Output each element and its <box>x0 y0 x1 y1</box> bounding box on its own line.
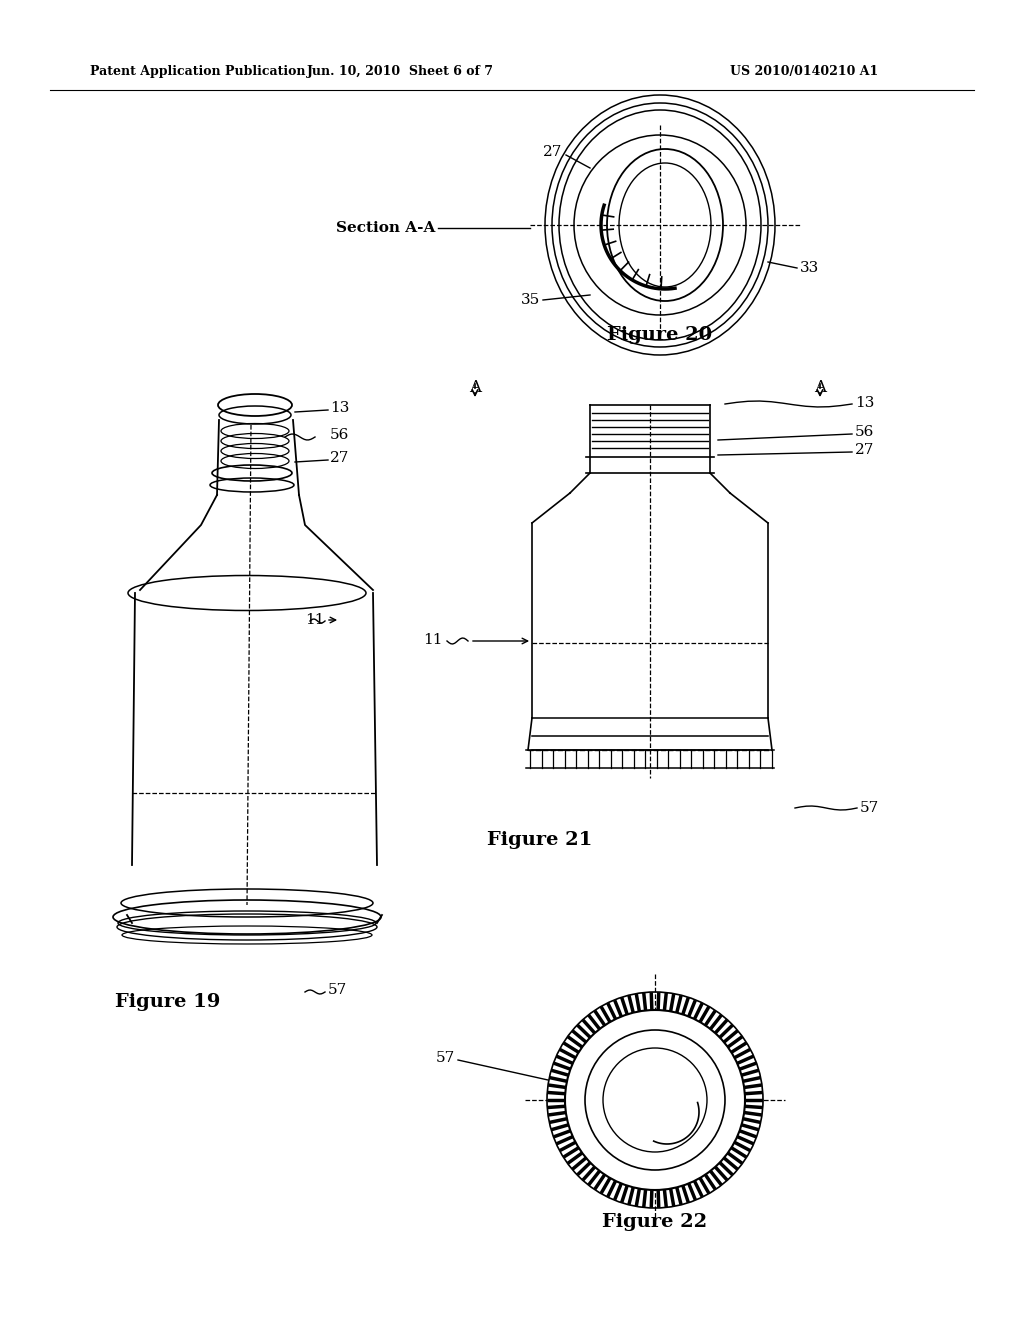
Ellipse shape <box>565 1010 745 1191</box>
Text: US 2010/0140210 A1: US 2010/0140210 A1 <box>730 66 879 78</box>
Text: Figure 22: Figure 22 <box>602 1213 708 1232</box>
Text: 57: 57 <box>436 1051 455 1065</box>
Text: 35: 35 <box>521 293 540 308</box>
Text: 56: 56 <box>330 428 349 442</box>
Text: 11: 11 <box>424 634 443 647</box>
Text: Figure 21: Figure 21 <box>487 832 593 849</box>
Text: 27: 27 <box>855 444 874 457</box>
Text: 27: 27 <box>543 145 562 158</box>
Text: A: A <box>469 380 481 396</box>
Text: Figure 20: Figure 20 <box>607 326 713 345</box>
Text: Patent Application Publication: Patent Application Publication <box>90 66 305 78</box>
Text: Jun. 10, 2010  Sheet 6 of 7: Jun. 10, 2010 Sheet 6 of 7 <box>306 66 494 78</box>
Text: 33: 33 <box>800 261 819 275</box>
Text: 13: 13 <box>855 396 874 411</box>
Text: Figure 19: Figure 19 <box>116 993 221 1011</box>
Text: 11: 11 <box>305 612 325 627</box>
Text: 13: 13 <box>330 401 349 414</box>
Text: 57: 57 <box>860 801 880 814</box>
Text: A: A <box>814 380 826 396</box>
Text: 56: 56 <box>855 425 874 440</box>
Text: Section A-A: Section A-A <box>336 220 435 235</box>
Text: 27: 27 <box>330 451 349 465</box>
Text: 57: 57 <box>328 983 347 997</box>
